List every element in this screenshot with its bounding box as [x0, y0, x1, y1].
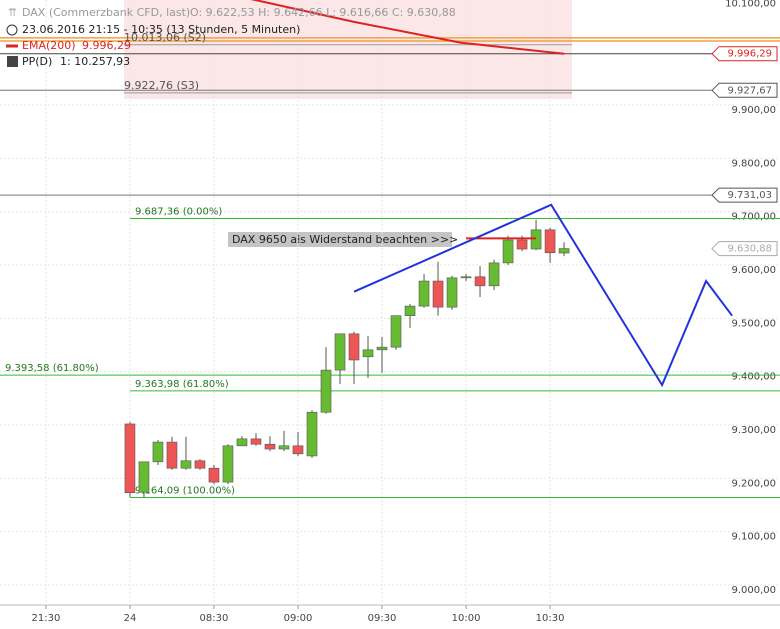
price-tag [711, 82, 778, 98]
candle-body [404, 305, 416, 316]
price-tag [711, 187, 778, 203]
candle-body [558, 248, 570, 254]
legend-pp: PP(D) [22, 55, 52, 68]
clock-icon [6, 24, 18, 36]
legend-icon: ⇈ [8, 6, 17, 19]
price-tag-label: 9.927,67 [727, 85, 772, 96]
price-tag-label: 9.630,88 [727, 244, 772, 255]
y-tick-label: 9.500,00 [731, 318, 776, 329]
candle-body [292, 445, 304, 455]
pivot-label: 10.013,06 (S2) [124, 31, 206, 44]
candle-body [250, 438, 262, 445]
y-tick-label: 10.100,00 [725, 0, 776, 9]
candle-body [166, 441, 178, 469]
price-tag-label: 9.731,03 [727, 190, 772, 201]
x-tick-label: 21:30 [32, 613, 61, 624]
candle-body [138, 461, 150, 493]
legend-period: 23.06.2016 21:15 - 10:35 (13 Stunden, 5 … [22, 23, 300, 36]
legend-ema-value: 9.996,29 [82, 39, 131, 52]
annotation-box [228, 232, 452, 247]
ema-line [250, 0, 565, 55]
candle-body [362, 349, 374, 358]
price-tag [711, 46, 778, 62]
candle-body [124, 423, 136, 494]
y-tick-label: 9.000,00 [731, 585, 776, 596]
candle-body [474, 276, 486, 287]
y-tick-label: 9.900,00 [731, 105, 776, 116]
candle-body [306, 411, 318, 457]
candle-body [180, 460, 192, 469]
fib-label: 9.363,98 (61.80%) [135, 379, 229, 390]
candle-body [544, 229, 556, 254]
legend-instrument: DAX (Commerzbank CFD, last) [22, 6, 190, 19]
pivot-zone [124, 0, 572, 99]
price-tag-label: 9.996,29 [727, 49, 772, 60]
fib-label: 9.164,09 (100.00%) [135, 485, 235, 496]
candle-body [334, 333, 346, 371]
x-tick-label: 09:30 [368, 613, 397, 624]
x-tick-label: 09:00 [284, 613, 313, 624]
candle-body [488, 262, 500, 287]
candle-body [446, 277, 458, 308]
y-tick-label: 9.300,00 [731, 425, 776, 436]
legend: ⇈ DAX (Commerzbank CFD, last) O: 9.622,5… [6, 6, 456, 68]
candle-body [502, 239, 514, 264]
candle-body [152, 441, 164, 463]
candle-body [418, 280, 430, 307]
trend-drawing [353, 203, 733, 388]
fib-label: 9.393,58 (61.80%) [5, 363, 99, 374]
y-tick-label: 9.700,00 [731, 212, 776, 223]
candle-body [530, 229, 542, 250]
x-tick-label: 10:30 [536, 613, 565, 624]
candle-body [264, 443, 276, 450]
pivot-label: 9.922,76 (S3) [124, 79, 199, 92]
candle-body [516, 239, 528, 250]
candle-body [432, 280, 444, 308]
candle-body [278, 445, 290, 450]
legend-ema: EMA(200) [22, 39, 76, 52]
candle-body [194, 460, 206, 469]
y-tick-label: 9.100,00 [731, 532, 776, 543]
y-tick-label: 9.800,00 [731, 158, 776, 169]
y-tick-label: 9.600,00 [731, 265, 776, 276]
legend-pp-value: 1: 10.257,93 [60, 55, 130, 68]
x-tick-label: 08:30 [200, 613, 229, 624]
candle-body [208, 467, 220, 483]
y-tick-label: 9.400,00 [731, 372, 776, 383]
candle-body [390, 315, 402, 348]
candle-body [376, 346, 388, 351]
candle-body [460, 276, 472, 279]
y-tick-label: 9.200,00 [731, 478, 776, 489]
legend-ohlc: O: 9.622,53 H: 9.642,66 L: 9.616,66 C: 9… [190, 6, 456, 19]
x-tick-label: 24 [124, 613, 137, 624]
fib-label: 9.687,36 (0.00%) [135, 206, 222, 217]
candle-body [236, 438, 248, 447]
price-tag [711, 241, 778, 257]
annotation: DAX 9650 als Widerstand beachten >>> [232, 233, 458, 246]
candle-body [348, 333, 360, 361]
candle-body [222, 445, 234, 483]
x-tick-label: 10:00 [452, 613, 481, 624]
candle-body [320, 369, 332, 413]
pp-icon [7, 56, 18, 67]
